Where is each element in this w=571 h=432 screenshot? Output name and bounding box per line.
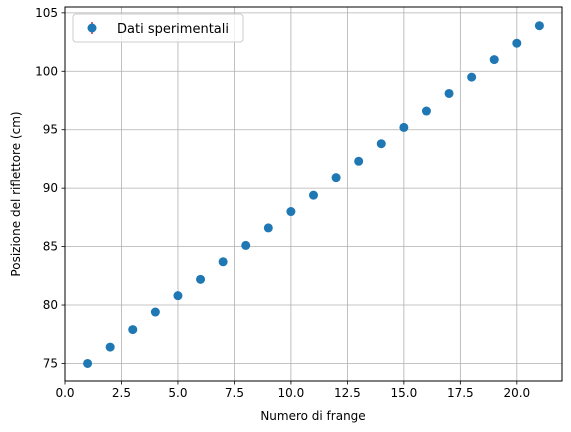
y-tick-label: 100 <box>35 64 58 78</box>
data-point <box>128 325 138 335</box>
data-point <box>444 88 454 98</box>
x-tick-label: 10.0 <box>278 386 305 400</box>
x-tick-label: 2.5 <box>112 386 131 400</box>
data-point <box>467 72 477 82</box>
x-tick-label: 20.0 <box>503 386 530 400</box>
data-point <box>376 139 386 149</box>
data-point <box>263 223 273 233</box>
data-point <box>105 342 115 352</box>
data-point <box>399 122 409 132</box>
data-point <box>150 307 160 317</box>
plot-frame <box>64 6 563 382</box>
y-axis-ticks: 75 80 85 90 95 100 105 <box>35 6 65 370</box>
data-point <box>309 190 318 200</box>
y-tick-label: 90 <box>43 181 58 195</box>
grid <box>64 7 562 381</box>
data-points <box>83 21 544 368</box>
data-point <box>241 240 251 250</box>
data-point <box>196 274 206 284</box>
legend-marker <box>87 23 97 33</box>
x-tick-label: 5.0 <box>168 386 187 400</box>
legend: Dati sperimentali <box>72 13 244 43</box>
x-tick-label: 17.5 <box>447 386 474 400</box>
y-tick-label: 105 <box>35 6 58 20</box>
legend-entry-label: Dati sperimentali <box>117 22 229 37</box>
data-point <box>218 257 228 267</box>
y-axis-label: Posizione del riflettore (cm) <box>9 111 23 276</box>
y-tick-label: 75 <box>43 356 58 370</box>
y-tick-label: 95 <box>43 123 58 137</box>
x-tick-label: 0.0 <box>55 386 74 400</box>
x-tick-label: 15.0 <box>391 386 418 400</box>
y-tick-label: 85 <box>43 240 58 254</box>
data-point <box>173 291 183 301</box>
data-point <box>512 38 522 48</box>
x-tick-label: 7.5 <box>225 386 244 400</box>
data-point <box>331 173 341 183</box>
data-point <box>489 55 499 65</box>
x-axis-ticks: 0.0 2.5 5.0 7.5 10.0 12.5 15.0 17.5 20.0 <box>55 381 530 400</box>
data-point <box>421 106 431 116</box>
legend-box <box>72 13 244 43</box>
data-point <box>534 21 544 31</box>
x-tick-label: 12.5 <box>334 386 361 400</box>
x-axis-label: Numero di frange <box>260 409 365 423</box>
y-tick-label: 80 <box>43 298 58 312</box>
data-point <box>286 207 296 217</box>
data-point <box>354 156 364 166</box>
data-point <box>83 358 93 368</box>
